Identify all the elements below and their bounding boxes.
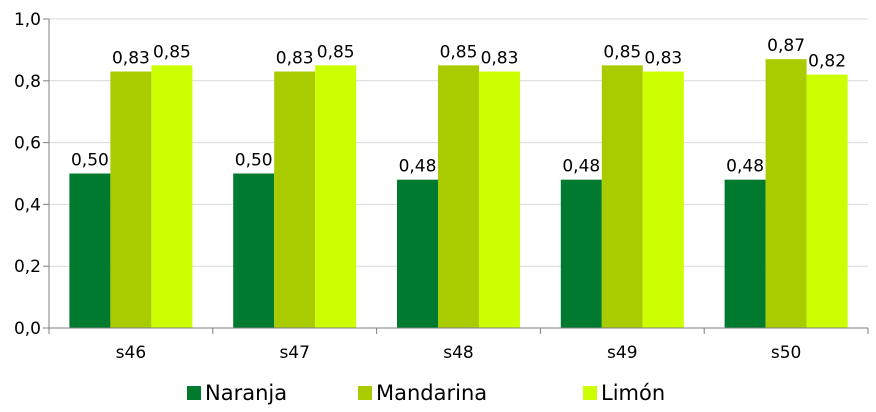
x-tick-label: s47 [279,343,310,363]
bar [601,65,643,328]
legend-label: Mandarina [376,381,487,405]
data-label: 0,85 [153,42,191,62]
bar [806,74,848,329]
bar [438,65,479,328]
bar [642,71,684,328]
data-label: 0,82 [808,52,846,72]
data-label: 0,83 [481,49,519,69]
legend-swatch [583,386,597,400]
legend-label: Naranja [205,381,287,405]
y-tick-label: 0,0 [14,319,41,339]
x-tick-label: s50 [771,343,802,363]
x-tick-label: s48 [443,343,474,363]
data-label: 0,87 [767,36,805,56]
data-label: 0,83 [276,49,314,69]
data-label: 0,85 [440,42,478,62]
bar [69,173,111,328]
y-tick-label: 0,2 [14,257,41,277]
axes: 0,0 0,2 0,4 0,6 0,8 1,0 s46 s47 s48 s49 s50 [14,10,869,363]
bar [315,65,357,328]
y-tick-label: 0,6 [14,134,41,154]
bar [724,179,766,328]
bar [560,179,602,328]
data-labels: 0,500,83 0,850,500,83 0,850,480,85 0,830,48… [71,36,846,177]
bars [69,59,848,329]
data-label: 0,50 [71,151,109,171]
data-label: 0,48 [562,157,600,177]
data-label: 0,50 [235,151,273,171]
bar [765,59,807,329]
y-tick-label: 1,0 [14,10,41,30]
legend-label: Limón [601,381,665,405]
data-label: 0,85 [317,42,355,62]
bar [479,71,520,328]
y-tick-label: 0,8 [14,72,41,92]
data-label: 0,83 [644,49,682,69]
x-tick-label: s49 [607,343,638,363]
data-label: 0,83 [112,49,150,69]
legend: Naranja Mandarina Limón [187,381,665,405]
bar [233,173,275,328]
legend-swatch [187,386,201,400]
bar [397,179,438,328]
bar [274,71,316,328]
legend-swatch [358,386,372,400]
y-tick-label: 0,4 [14,195,41,215]
bar [151,65,193,328]
bar [110,71,152,328]
data-label: 0,85 [603,42,641,62]
data-label: 0,48 [399,157,437,177]
x-tick-label: s46 [116,343,147,363]
data-label: 0,48 [726,157,764,177]
